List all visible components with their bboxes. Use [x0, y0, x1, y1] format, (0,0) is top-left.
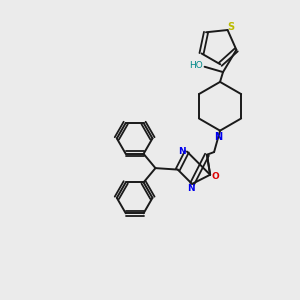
Text: HO: HO [189, 61, 203, 70]
Text: S: S [228, 22, 235, 32]
Text: N: N [178, 147, 186, 156]
Text: N: N [214, 132, 223, 142]
Text: N: N [187, 184, 194, 194]
Text: O: O [211, 172, 219, 181]
